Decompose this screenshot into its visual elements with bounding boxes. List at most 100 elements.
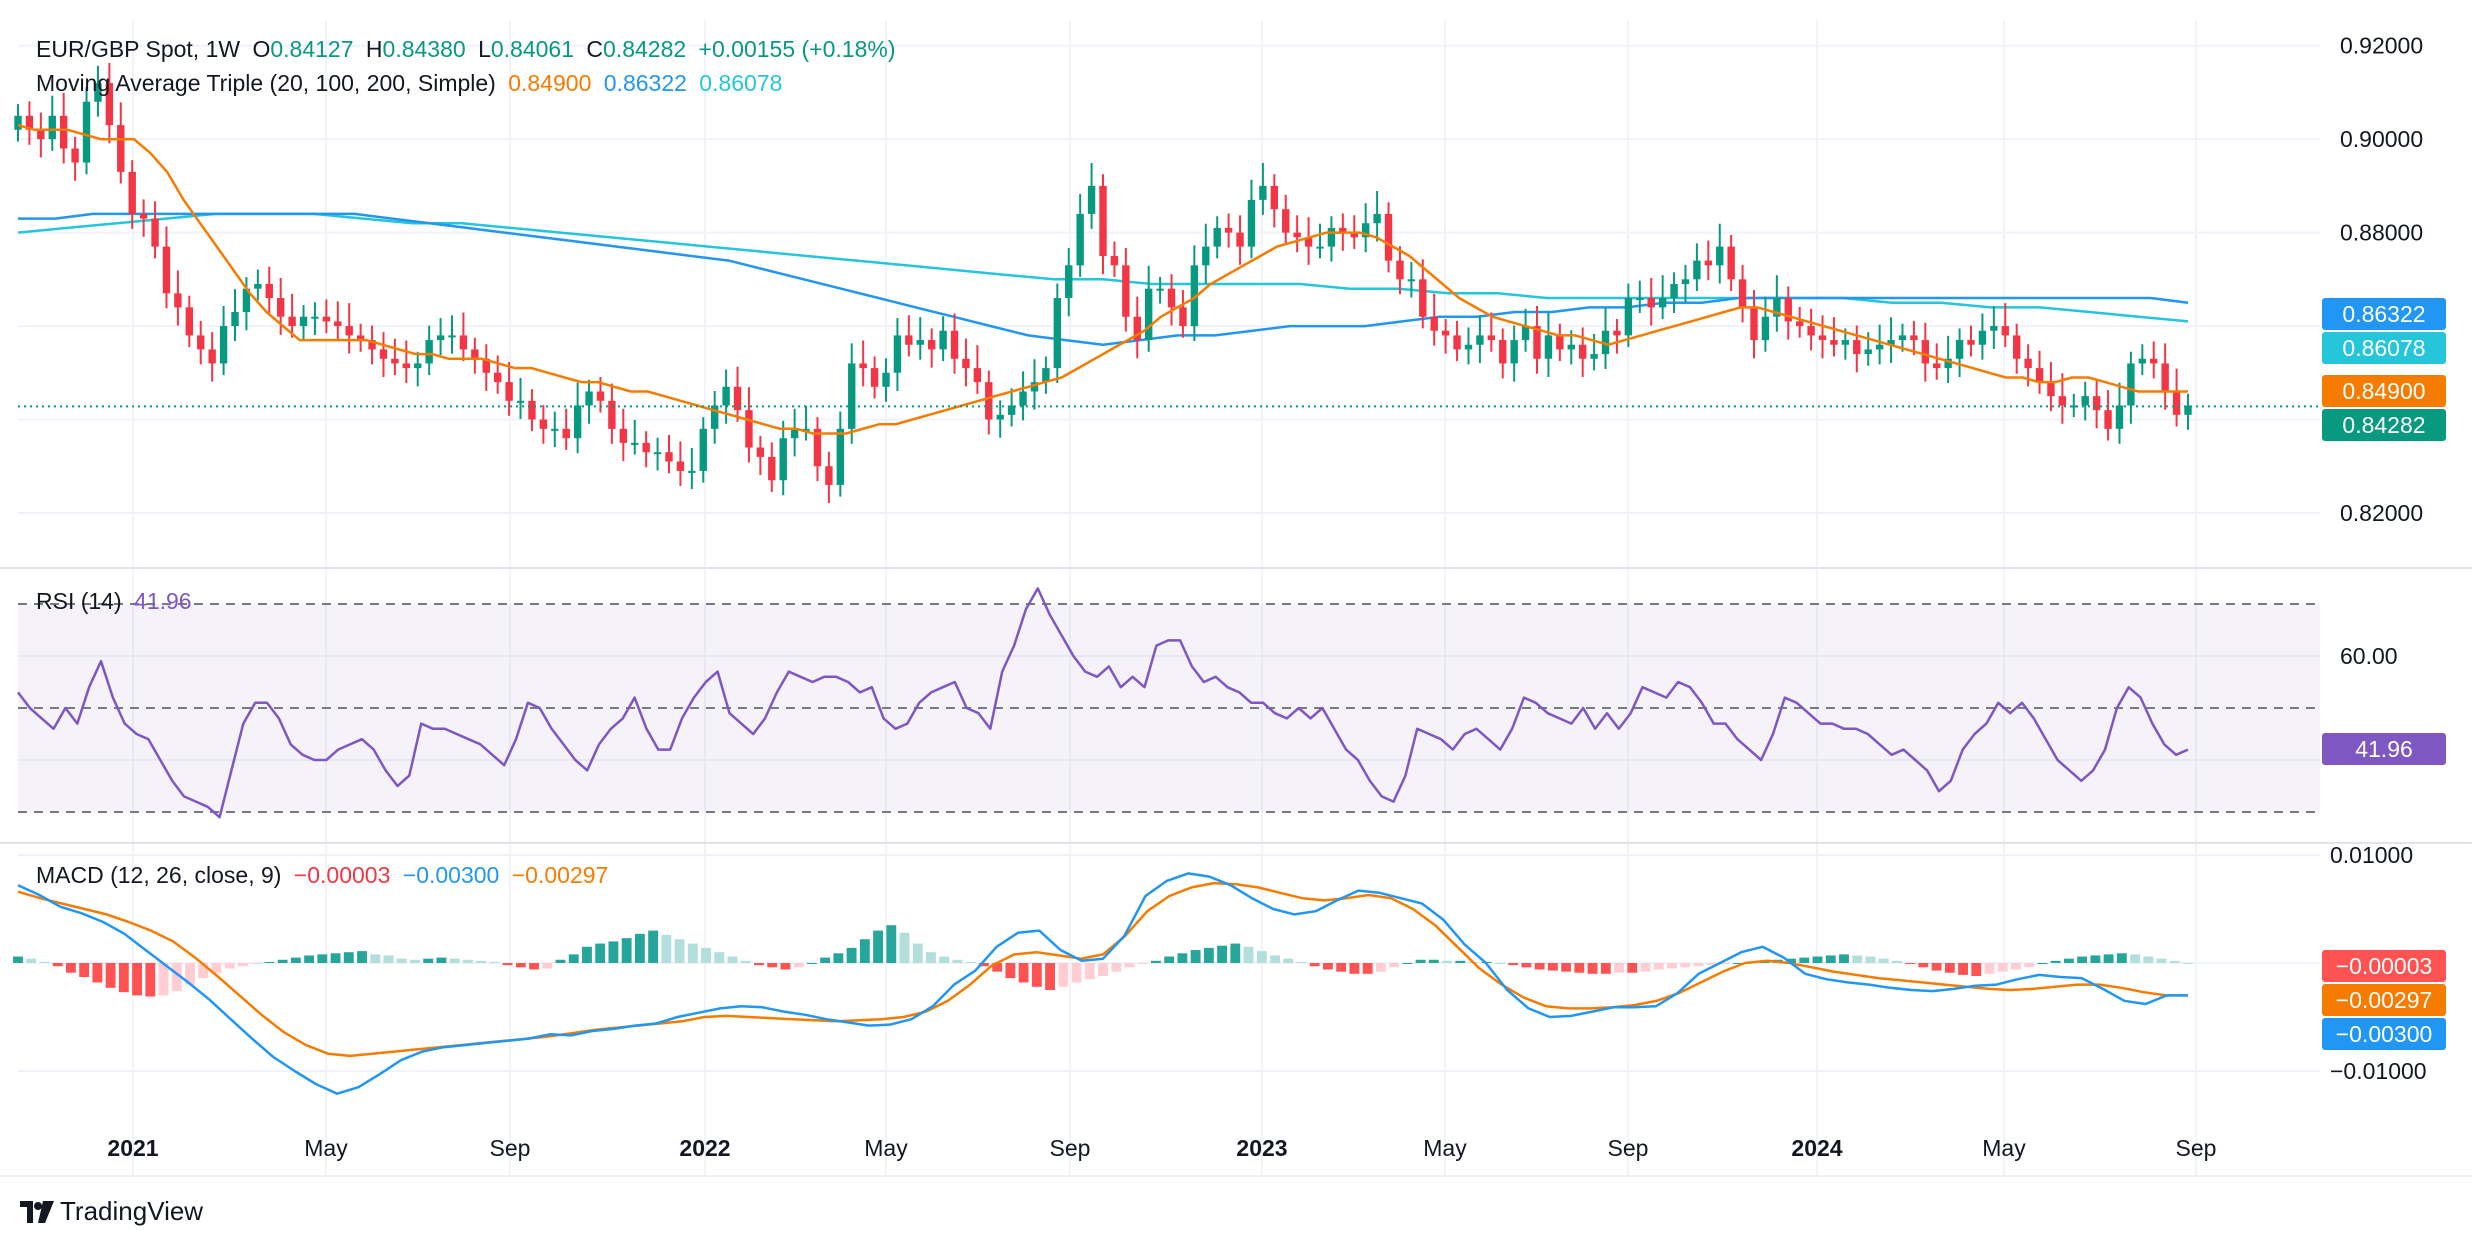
macd-histogram-bar — [436, 957, 447, 963]
time-axis-label: Sep — [1608, 1135, 1649, 1161]
macd-histogram-bar — [2169, 960, 2180, 963]
macd-legend[interactable]: MACD (12, 26, close, 9) −0.00003 −0.0030… — [36, 862, 614, 889]
candle-body — [2047, 382, 2055, 397]
price-axis[interactable]: 0.92000 0.90000 0.88000 0.82000 — [2340, 33, 2423, 526]
macd-histogram-bar — [634, 933, 645, 963]
candle-body — [1099, 185, 1107, 256]
macd-histogram-bar — [198, 963, 209, 979]
macd-histogram-bar — [1719, 963, 1730, 965]
candle-body — [1636, 298, 1644, 301]
candle-body — [2035, 368, 2044, 383]
macd-histogram-bar — [1574, 963, 1585, 973]
macd-histogram-bar — [13, 956, 23, 963]
macd-histogram-bar — [529, 963, 539, 970]
candle-body — [619, 428, 628, 443]
candle-body — [345, 326, 353, 336]
symbol-title: EUR/GBP Spot, 1W — [36, 36, 241, 62]
macd-histogram-bar — [820, 957, 831, 963]
rsi-value: 41.96 — [134, 588, 192, 614]
ohlc-open: O0.84127 — [252, 36, 354, 62]
candle-body — [128, 171, 136, 214]
candle-body — [1670, 284, 1678, 299]
macd-histogram-bar — [714, 952, 725, 963]
macd-histogram-bar — [1891, 960, 1902, 963]
macd-histogram-bar — [1495, 963, 1505, 964]
candle-body — [653, 452, 662, 455]
candle-body — [1795, 321, 1804, 327]
candle-body — [288, 316, 296, 327]
macd-histogram-bar — [1653, 963, 1664, 970]
candle-body — [482, 358, 490, 373]
time-axis-label: Sep — [1050, 1135, 1091, 1161]
candle-body — [2058, 396, 2067, 406]
tradingview-brand: TradingView — [60, 1196, 204, 1226]
macd-histogram-bar — [1733, 963, 1744, 964]
candle-body — [1110, 255, 1119, 266]
macd-histogram-bar — [780, 963, 791, 970]
ma-legend[interactable]: Moving Average Triple (20, 100, 200, Sim… — [36, 70, 788, 97]
macd-axis[interactable]: 0.01000 −0.01000 — [2330, 842, 2427, 1084]
macd-histogram-bar — [343, 952, 354, 963]
macd-histogram-bar — [2116, 953, 2127, 963]
candle-body — [105, 83, 114, 126]
macd-histogram-bar — [952, 959, 963, 963]
candle-body — [254, 284, 262, 289]
candle-body — [185, 307, 194, 336]
candle-body — [962, 358, 970, 369]
macd-histogram-bar — [330, 953, 341, 963]
candle-body — [1750, 307, 1758, 341]
candle-body — [825, 466, 833, 485]
candle-body — [2070, 405, 2078, 408]
symbol-legend[interactable]: EUR/GBP Spot, 1W O0.84127 H0.84380 L0.84… — [36, 36, 901, 63]
macd-hist-value: −0.00003 — [293, 862, 391, 888]
macd-histogram-bar — [185, 963, 195, 985]
candle-body — [265, 284, 273, 299]
candle-body — [219, 326, 228, 364]
macd-histogram-bar — [833, 953, 844, 963]
macd-histogram-bar — [1005, 963, 1016, 979]
candle-body — [1007, 405, 1016, 415]
macd-histogram-bar — [171, 963, 182, 992]
macd-histogram-bar — [118, 963, 129, 993]
macd-histogram-bar — [65, 963, 76, 973]
candle-body — [927, 340, 936, 350]
rsi-axis[interactable]: 60.00 — [2340, 643, 2398, 669]
macd-histogram-bar — [1706, 963, 1717, 966]
rsi-legend[interactable]: RSI (14) 41.96 — [36, 588, 198, 615]
candle-body — [1270, 185, 1279, 210]
candle-body — [1293, 232, 1301, 238]
ma20-layer — [17, 123, 2188, 435]
candle-body — [2161, 363, 2169, 392]
macd-histogram-bar — [1812, 956, 1823, 963]
time-axis-label: May — [864, 1135, 908, 1161]
macd-histogram-bar — [1150, 960, 1161, 963]
candle-body — [1042, 368, 1050, 383]
ma100-line — [18, 212, 2189, 346]
time-axis[interactable]: 2021 May Sep 2022 May Sep 2023 May Sep 2024 May Sep — [107, 1135, 2216, 1161]
macd-histogram-bar — [277, 959, 288, 963]
candle-body — [1978, 330, 1987, 345]
candles-layer[interactable] — [14, 62, 2192, 504]
macd-histogram-bar — [1243, 946, 1254, 963]
candle-body — [334, 321, 342, 327]
candle-body — [174, 293, 182, 308]
macd-histogram-bar — [1442, 960, 1452, 963]
candle-body — [1156, 288, 1164, 291]
macd-histogram-bar — [926, 952, 936, 963]
macd-histogram-bar — [1680, 963, 1691, 968]
rsi-legend-label: RSI (14) — [36, 588, 122, 614]
macd-axis-label: −0.01000 — [2330, 1058, 2427, 1084]
macd-histogram-bar — [1164, 956, 1175, 963]
tradingview-logo[interactable]: TradingView — [20, 1196, 203, 1227]
macd-histogram-bar — [1084, 963, 1095, 980]
candle-body — [276, 298, 285, 317]
time-axis-label: 2021 — [107, 1135, 158, 1161]
macd-histogram-bar — [1587, 963, 1598, 974]
chart-grid — [18, 20, 2320, 1176]
candle-body — [608, 400, 616, 429]
macd-histogram-bar — [1944, 963, 1955, 973]
macd-histogram-bar — [2024, 963, 2035, 968]
time-axis-label: 2024 — [1791, 1135, 1842, 1161]
macd-histogram-bar — [793, 963, 804, 968]
